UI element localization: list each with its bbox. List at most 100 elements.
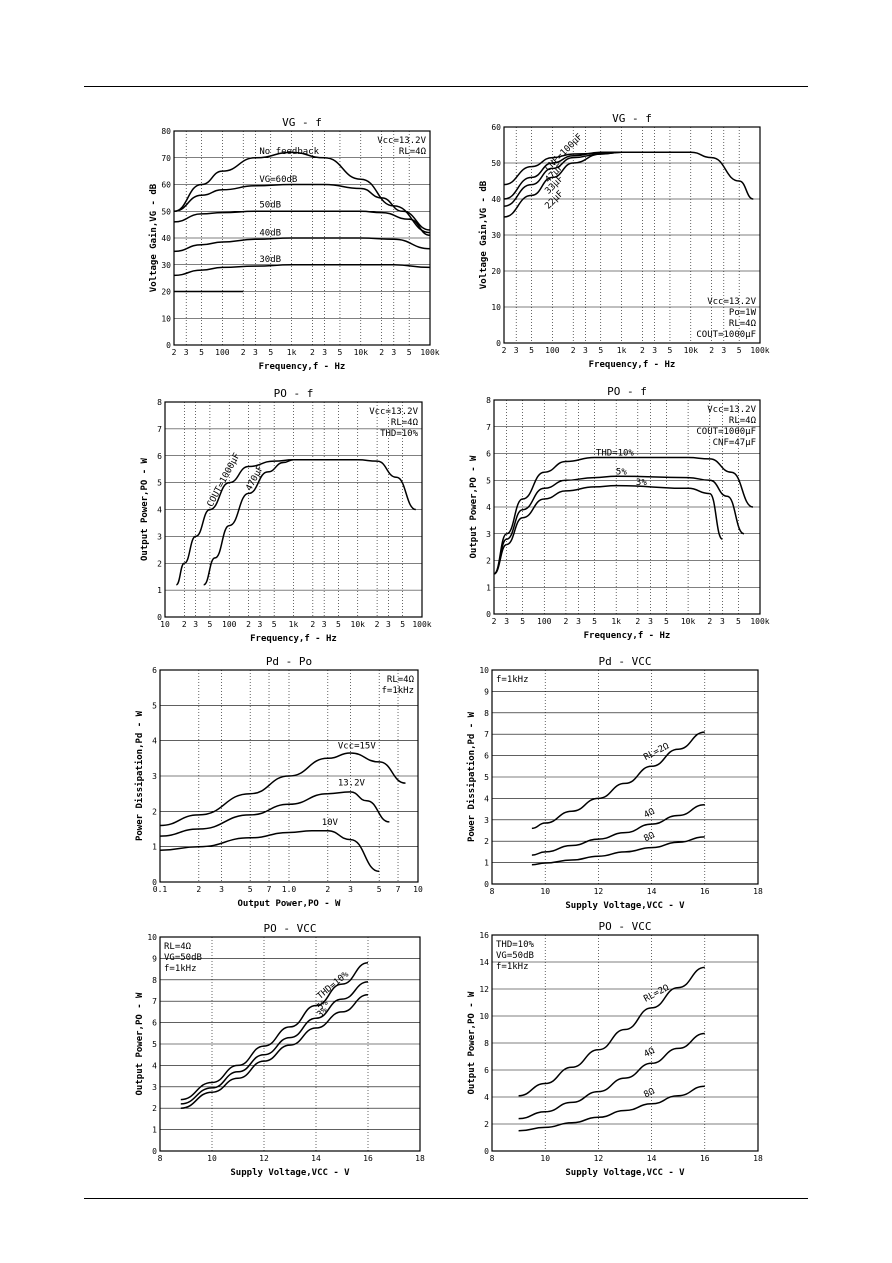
condition-annotation: RL=4Ω xyxy=(729,416,757,426)
y-tick-label: 10 xyxy=(161,314,171,323)
series-line-3- xyxy=(493,484,724,575)
x-axis-label: Supply Voltage,VCC - V xyxy=(230,1168,350,1178)
y-tick-label: 5 xyxy=(157,479,162,488)
x-axis-label: Frequency,f - Hz xyxy=(259,362,346,372)
y-axis-label: Power Dissipation,Pd - W xyxy=(466,711,477,842)
x-tick-label: 8 xyxy=(158,1154,163,1163)
chart-title: Pd - Po xyxy=(266,655,312,668)
x-tick-label: 2 xyxy=(196,885,201,894)
x-tick-label: 7 xyxy=(267,885,272,894)
x-tick-label: 1k xyxy=(289,620,299,629)
x-tick-label: 3 xyxy=(386,620,391,629)
condition-annotation: RL=4Ω xyxy=(164,942,192,952)
x-tick-label: 5 xyxy=(199,348,204,357)
series-line-10v xyxy=(159,830,380,873)
x-tick-label: 3 xyxy=(576,617,581,626)
y-tick-label: 9 xyxy=(484,687,489,696)
x-tick-label: 2 xyxy=(379,348,384,357)
y-tick-label: 8 xyxy=(152,976,157,985)
curve-label: 8Ω xyxy=(642,1086,657,1100)
y-axis-label: Output Power,PO - W xyxy=(135,992,145,1096)
x-tick-label: 2 xyxy=(492,617,497,626)
y-tick-label: 7 xyxy=(486,423,491,432)
y-tick-label: 9 xyxy=(152,954,157,963)
x-tick-label: 16 xyxy=(700,887,710,896)
chart-title: PO - f xyxy=(274,387,314,400)
x-tick-label: 5 xyxy=(520,617,525,626)
curve-label: 8Ω xyxy=(642,830,657,844)
y-tick-label: 3 xyxy=(484,816,489,825)
top-rule xyxy=(84,86,808,87)
x-tick-label: 2 xyxy=(182,620,187,629)
x-tick-label: 10k xyxy=(351,620,366,629)
curve-label: 50dB xyxy=(259,200,281,210)
y-tick-label: 6 xyxy=(152,666,157,675)
x-tick-label: 7 xyxy=(396,885,401,894)
x-tick-label: 14 xyxy=(311,1154,321,1163)
series-line-3- xyxy=(180,994,369,1109)
x-tick-label: 2 xyxy=(640,346,645,355)
x-tick-label: 5 xyxy=(529,346,534,355)
x-tick-label: 2 xyxy=(635,617,640,626)
y-tick-label: 20 xyxy=(161,288,171,297)
series-line-rl-2- xyxy=(531,731,705,830)
series-line-cout-1000-f xyxy=(175,459,417,586)
x-tick-label: 100 xyxy=(222,620,237,629)
y-tick-label: 5 xyxy=(152,701,157,710)
curve-label: 3% xyxy=(636,478,647,488)
curve-label: 4Ω xyxy=(642,1046,657,1060)
condition-annotation: THD=10% xyxy=(496,940,535,950)
condition-annotation: f=1kHz xyxy=(381,686,414,696)
x-tick-label: 18 xyxy=(415,1154,425,1163)
x-tick-label: 3 xyxy=(721,346,726,355)
y-tick-label: 80 xyxy=(161,127,171,136)
y-tick-label: 0 xyxy=(166,341,171,350)
x-tick-label: 5 xyxy=(736,617,741,626)
x-tick-label: 2 xyxy=(241,348,246,357)
chart-po-f-right: PO - f2 3 5 100 2 3 5 1k 2 3 5 10k 2 3 5 100k012345678F… xyxy=(469,385,770,641)
y-axis-label: Voltage Gain,VG - dB xyxy=(148,183,159,292)
y-tick-label: 50 xyxy=(161,207,171,216)
y-tick-label: 0 xyxy=(152,878,157,887)
x-axis-label: Supply Voltage,VCC - V xyxy=(565,901,685,911)
y-tick-label: 8 xyxy=(484,1039,489,1048)
y-tick-label: 5 xyxy=(486,476,491,485)
x-tick-label: 3 xyxy=(322,348,327,357)
x-tick-label: 16 xyxy=(700,1154,710,1163)
y-tick-label: 0 xyxy=(484,880,489,889)
x-tick-label: 2 xyxy=(707,617,712,626)
y-tick-label: 0 xyxy=(486,610,491,619)
x-tick-label: 5 xyxy=(248,885,253,894)
x-tick-label: 14 xyxy=(647,1154,657,1163)
y-tick-label: 2 xyxy=(157,559,162,568)
x-tick-label: 18 xyxy=(753,1154,763,1163)
curve-label: VG=60dB xyxy=(259,175,297,185)
x-tick-label: 10k xyxy=(684,346,699,355)
condition-annotation: f=1kHz xyxy=(496,675,529,685)
series-line-5- xyxy=(493,475,745,575)
y-tick-label: 3 xyxy=(486,530,491,539)
series-line-4- xyxy=(531,804,705,856)
y-tick-label: 4 xyxy=(152,1061,157,1070)
y-tick-label: 2 xyxy=(486,557,491,566)
y-tick-label: 1 xyxy=(484,859,489,868)
series-line-5- xyxy=(180,981,369,1105)
x-tick-label: 3 xyxy=(504,617,509,626)
x-tick-label: 100k xyxy=(750,617,769,626)
y-tick-label: 5 xyxy=(484,773,489,782)
x-tick-label: 10 xyxy=(540,887,550,896)
series-line-thd-10- xyxy=(180,961,369,1101)
plot-frame xyxy=(164,401,423,618)
y-tick-label: 6 xyxy=(484,1066,489,1075)
y-tick-label: 3 xyxy=(152,772,157,781)
x-tick-label: 3 xyxy=(391,348,396,357)
x-tick-label: 5 xyxy=(336,620,341,629)
x-tick-label: 2 xyxy=(571,346,576,355)
curve-label: THD=10% xyxy=(316,969,352,1001)
x-axis-label: Output Power,PO - W xyxy=(238,899,342,909)
curve-label: 40dB xyxy=(259,228,281,238)
x-tick-label: 3 xyxy=(257,620,262,629)
y-tick-label: 7 xyxy=(152,997,157,1006)
y-tick-label: 1 xyxy=(152,843,157,852)
